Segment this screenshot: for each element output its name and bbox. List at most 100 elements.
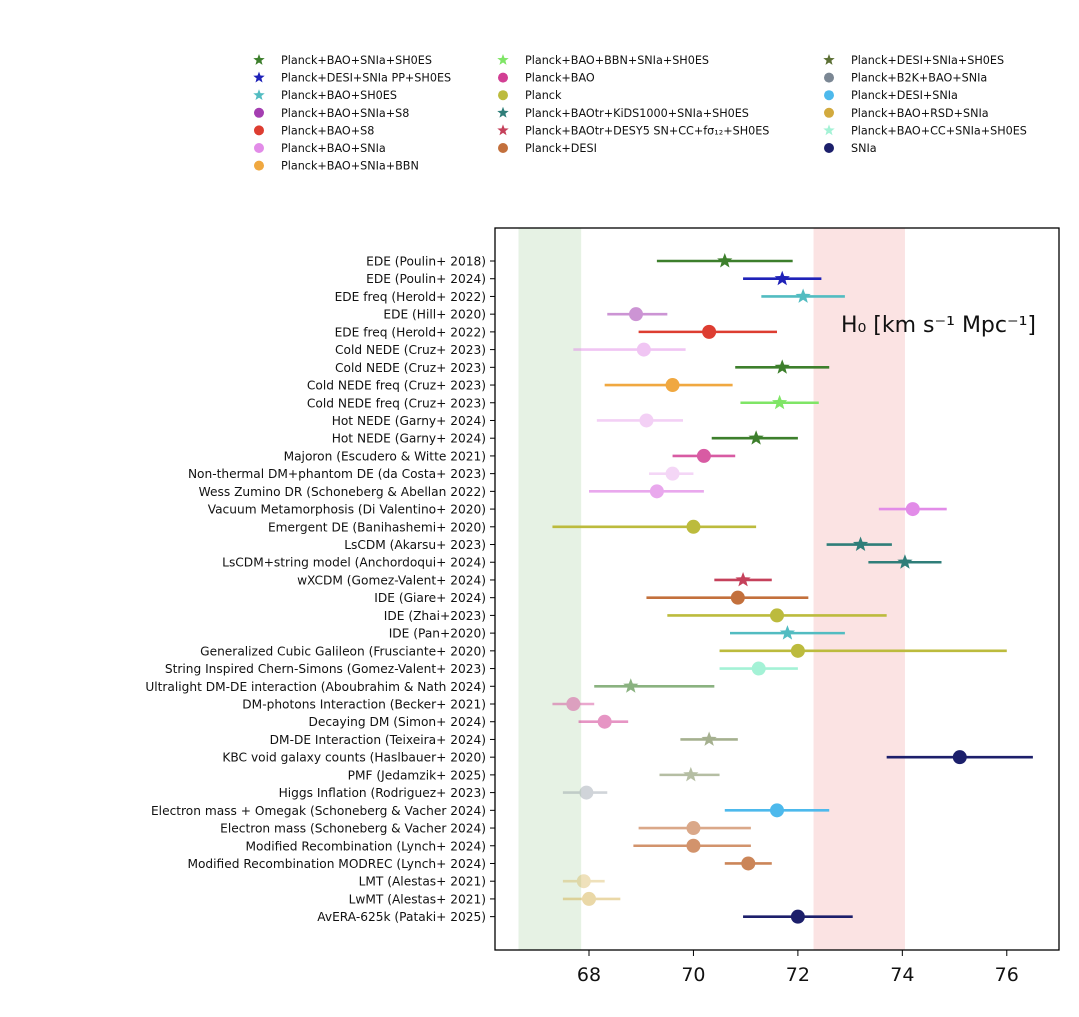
y-tick-label: String Inspired Chern-Simons (Gomez-Vale… (165, 662, 486, 676)
circle-marker (905, 502, 920, 517)
star-marker (748, 430, 764, 445)
y-tick-label: Cold NEDE (Cruz+ 2023) (335, 361, 486, 375)
circle-marker (629, 307, 643, 322)
legend-label: Planck+BAO+CC+SNIa+SH0ES (851, 124, 1027, 137)
legend-item: Planck+DESI+SNIa PP+SH0ES (253, 71, 451, 85)
legend-item: Planck+BAOtr+DESY5 SN+CC+fσ₁₂+SH0ES (497, 124, 769, 137)
y-tick-label: LMT (Alestas+ 2021) (359, 875, 486, 889)
data-point-13 (589, 484, 704, 499)
data-point-1 (743, 270, 822, 286)
bands (518, 228, 905, 950)
data-point-35 (562, 874, 605, 889)
data-point-37 (743, 909, 853, 924)
data-point-16 (826, 536, 892, 551)
data-point-4 (638, 324, 777, 339)
circle-marker (582, 891, 596, 906)
legend-item: Planck+DESI+SNIa (824, 89, 958, 102)
circle-marker (649, 484, 664, 499)
y-tick-label: Higgs Inflation (Rodriguez+ 2023) (279, 786, 486, 800)
data-point-19 (646, 590, 809, 605)
legend-star-icon (253, 89, 265, 101)
x-tick-label: 70 (681, 964, 705, 986)
y-tick-label: EDE freq (Herold+ 2022) (335, 325, 486, 339)
circle-marker (579, 785, 594, 800)
data-point-12 (649, 466, 694, 481)
y-tick-label: IDE (Giare+ 2024) (374, 591, 486, 605)
circle-marker (741, 856, 756, 871)
y-tick-label: Hot NEDE (Garny+ 2024) (332, 432, 486, 446)
y-tick-label: DM-DE Interaction (Teixeira+ 2024) (270, 733, 486, 747)
legend-circle-icon (254, 143, 264, 153)
legend-item: Planck+BAO+SNIa+S8 (254, 107, 409, 120)
circle-marker (576, 874, 591, 889)
data-point-0 (656, 253, 793, 268)
legend-star-icon (497, 54, 509, 65)
legend: Planck+BAO+SNIa+SH0ES Planck+DESI+SNIa PP… (253, 54, 1027, 173)
legend-label: Planck+BAO+RSD+SNIa (851, 107, 989, 120)
legend-label: Planck+BAO+SH0ES (281, 89, 397, 102)
legend-item: Planck+BAO+SH0ES (253, 89, 397, 102)
star-marker (774, 359, 790, 374)
y-tick-label: LwMT (Alestas+ 2021) (349, 892, 486, 906)
y-tick-label: EDE (Poulin+ 2018) (366, 255, 486, 269)
circle-marker (730, 590, 745, 605)
legend-star-icon (253, 54, 265, 65)
data-point-2 (761, 288, 845, 303)
legend-circle-icon (824, 143, 834, 153)
circle-marker (665, 378, 680, 393)
data-point-21 (730, 625, 845, 640)
y-tick-label: IDE (Pan+2020) (389, 627, 486, 641)
data-point-22 (719, 643, 1007, 658)
legend-label: Planck+BAOtr+KiDS1000+SNIa+SH0ES (525, 107, 749, 120)
legend-circle-icon (498, 72, 508, 83)
circle-marker (770, 803, 784, 818)
circle-marker (639, 413, 654, 428)
data-point-14 (878, 502, 947, 517)
legend-item: Planck (498, 89, 562, 102)
data-point-17 (868, 554, 942, 569)
legend-label: Planck+BAO+S8 (281, 124, 374, 137)
data-point-8 (740, 394, 819, 410)
band-1 (813, 228, 905, 950)
legend-label: Planck+BAO+BBN+SNIa+SH0ES (525, 54, 709, 67)
legend-circle-icon (254, 160, 264, 171)
star-marker (852, 536, 869, 551)
legend-star-icon (497, 124, 509, 136)
legend-item: Planck+BAO+S8 (254, 124, 374, 137)
legend-label: Planck+BAO+SNIa+S8 (281, 107, 409, 120)
legend-circle-icon (824, 90, 834, 101)
y-tick-label: Decaying DM (Simon+ 2024) (308, 715, 486, 729)
y-tick-label: Ultralight DM-DE interaction (Aboubrahim… (145, 680, 486, 694)
star-marker (701, 731, 717, 746)
legend-item: Planck+BAO+BBN+SNIa+SH0ES (497, 54, 709, 67)
y-tick-label: KBC void galaxy counts (Haslbauer+ 2020) (222, 751, 486, 765)
y-tick-label: Majoron (Escudero & Witte 2021) (284, 449, 486, 463)
data-point-34 (724, 856, 772, 871)
y-tick-label: Electron mass (Schoneberg & Vacher 2024) (220, 822, 486, 836)
legend-label: Planck+BAOtr+DESY5 SN+CC+fσ₁₂+SH0ES (525, 124, 769, 137)
data-point-29 (659, 766, 720, 782)
data-point-33 (633, 838, 751, 853)
legend-star-icon (823, 54, 835, 65)
star-marker (897, 554, 913, 569)
legend-star-icon (497, 106, 509, 118)
circle-marker (696, 448, 711, 463)
y-tick-label: EDE (Poulin+ 2024) (366, 272, 486, 286)
y-tick-label: Non-thermal DM+phantom DE (da Costa+ 202… (188, 467, 486, 481)
y-tick-label: Cold NEDE freq (Cruz+ 2023) (307, 379, 486, 393)
legend-item: Planck+BAO+SNIa (254, 142, 386, 155)
data-point-6 (735, 359, 830, 374)
data-point-27 (680, 731, 738, 746)
data-point-31 (724, 803, 830, 818)
y-tick-labels: EDE (Poulin+ 2018) EDE (Poulin+ 2024) EDE … (145, 255, 495, 924)
legend-star-icon (823, 124, 835, 136)
data-point-26 (578, 714, 629, 729)
legend-item: Planck+BAO+SNIa+BBN (254, 160, 419, 173)
legend-label: Planck+B2K+BAO+SNIa (851, 72, 987, 85)
y-tick-label: EDE freq (Herold+ 2022) (335, 290, 486, 304)
y-tick-label: Modified Recombination MODREC (Lynch+ 20… (187, 857, 486, 871)
legend-label: Planck+DESI (525, 142, 597, 155)
band-0 (518, 228, 582, 950)
y-tick-label: AvERA-625k (Pataki+ 2025) (317, 910, 486, 924)
y-tick-label: LsCDM (Akarsu+ 2023) (344, 538, 486, 552)
